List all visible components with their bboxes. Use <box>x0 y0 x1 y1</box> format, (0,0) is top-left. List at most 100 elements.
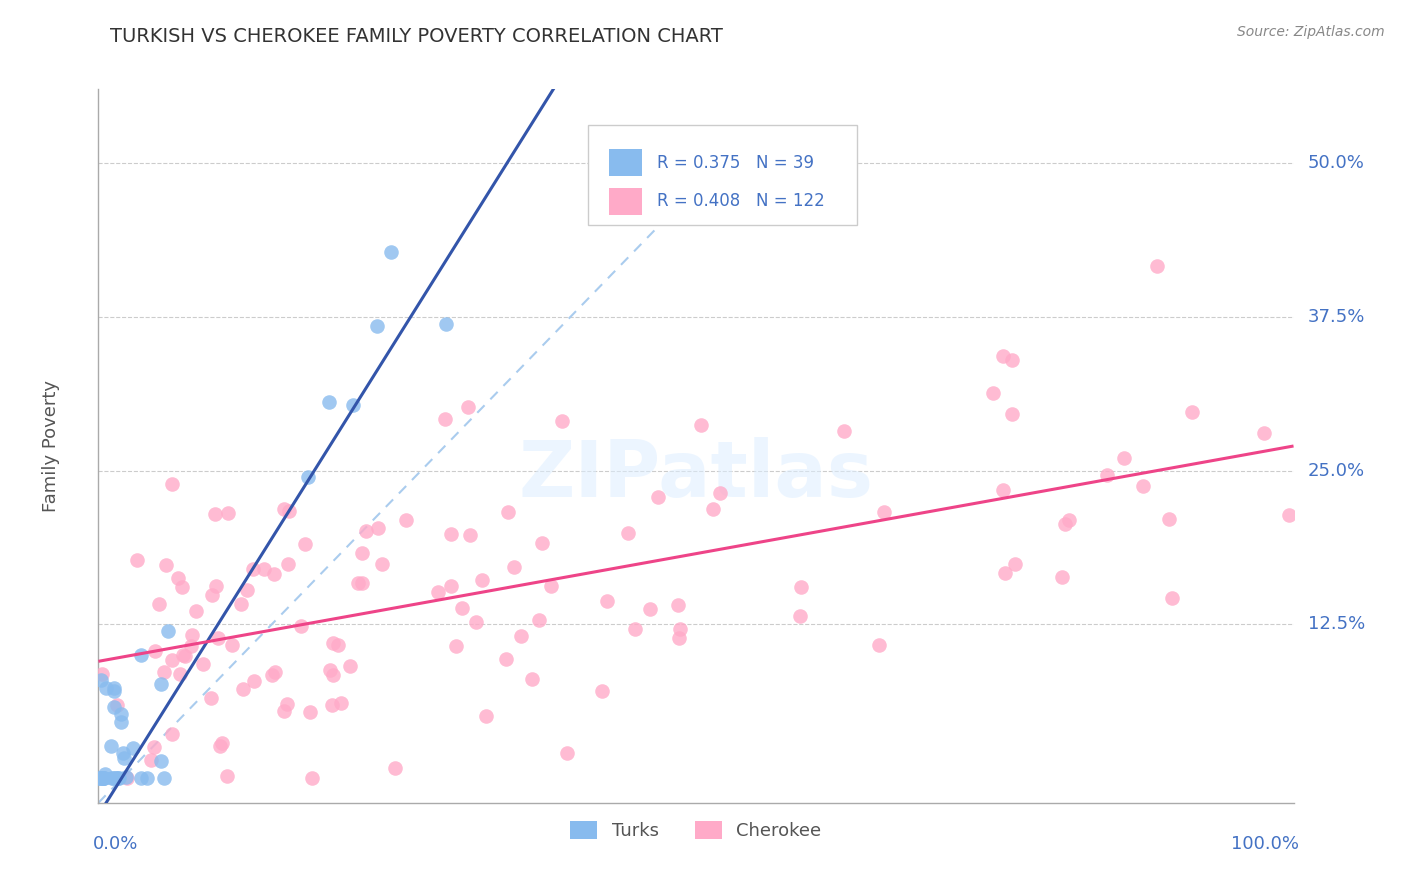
Point <box>380 245 402 260</box>
Point <box>105 771 128 785</box>
Point <box>107 698 129 712</box>
Point <box>108 771 131 785</box>
Point <box>1114 450 1136 465</box>
Point <box>243 674 266 689</box>
Point <box>180 639 202 653</box>
Point <box>510 629 533 643</box>
Point <box>236 582 259 597</box>
Point <box>89 771 111 785</box>
Point <box>200 690 222 705</box>
Point <box>440 578 463 592</box>
Text: N = 39: N = 39 <box>756 153 814 171</box>
Point <box>298 706 321 720</box>
Point <box>329 696 352 710</box>
Point <box>127 552 149 566</box>
Point <box>993 566 1015 581</box>
Text: 12.5%: 12.5% <box>1308 615 1365 633</box>
Point <box>160 477 183 491</box>
Point <box>103 681 125 695</box>
Point <box>450 601 472 615</box>
Point <box>350 546 373 560</box>
Point <box>666 599 689 613</box>
Point <box>318 395 340 409</box>
Point <box>1157 512 1180 526</box>
Point <box>93 771 115 785</box>
Point <box>100 739 122 753</box>
Point <box>204 508 226 522</box>
Point <box>129 771 152 785</box>
Point <box>555 747 578 761</box>
Point <box>1278 508 1301 522</box>
Point <box>444 639 467 653</box>
Point <box>690 418 713 433</box>
Point <box>496 505 519 519</box>
Point <box>527 613 550 627</box>
Text: 100.0%: 100.0% <box>1232 835 1299 853</box>
Point <box>264 665 287 679</box>
Point <box>458 528 481 542</box>
Point <box>217 768 239 782</box>
Point <box>1057 513 1080 527</box>
Point <box>122 740 145 755</box>
Point <box>143 740 166 755</box>
Point <box>991 483 1014 497</box>
Point <box>155 558 177 572</box>
Point <box>301 771 323 785</box>
Point <box>94 767 117 781</box>
Point <box>617 526 640 541</box>
Point <box>624 622 647 636</box>
Point <box>668 631 690 645</box>
Point <box>160 653 183 667</box>
Point <box>1052 569 1074 583</box>
Point <box>434 317 457 331</box>
Point <box>873 505 896 519</box>
Point <box>156 624 179 639</box>
Point <box>326 638 349 652</box>
Point <box>520 672 543 686</box>
Point <box>273 704 295 718</box>
Point <box>148 597 170 611</box>
Point <box>638 602 661 616</box>
Point <box>90 673 112 688</box>
Point <box>217 506 239 520</box>
Point <box>471 573 494 587</box>
Point <box>1000 408 1022 422</box>
Point <box>297 470 319 484</box>
Point <box>91 771 114 785</box>
Point <box>321 698 343 712</box>
Point <box>112 750 135 764</box>
Text: Family Poverty: Family Poverty <box>42 380 59 512</box>
Point <box>160 727 183 741</box>
Point <box>110 706 132 721</box>
Point <box>207 631 229 645</box>
Point <box>91 667 114 681</box>
Point <box>89 771 111 785</box>
Point <box>278 503 301 517</box>
Point <box>347 575 370 590</box>
Text: Source: ZipAtlas.com: Source: ZipAtlas.com <box>1237 25 1385 39</box>
Point <box>253 562 276 576</box>
Text: R = 0.408: R = 0.408 <box>657 193 740 211</box>
Point <box>475 709 498 723</box>
Point <box>169 666 191 681</box>
Point <box>669 622 692 636</box>
Point <box>1095 468 1118 483</box>
Point <box>1146 260 1168 274</box>
Text: TURKISH VS CHEROKEE FAMILY POVERTY CORRELATION CHART: TURKISH VS CHEROKEE FAMILY POVERTY CORRE… <box>111 28 723 46</box>
Point <box>105 771 128 785</box>
Point <box>136 771 159 785</box>
Point <box>111 746 134 760</box>
Point <box>322 668 344 682</box>
Point <box>115 771 138 785</box>
Point <box>354 524 377 538</box>
Point <box>1001 353 1024 368</box>
Point <box>457 400 479 414</box>
Point <box>495 652 517 666</box>
Point <box>129 648 152 662</box>
Point <box>1181 405 1204 419</box>
Point <box>1132 479 1154 493</box>
Point <box>591 684 613 698</box>
Point <box>184 604 207 618</box>
Point <box>434 412 457 426</box>
Point <box>229 598 252 612</box>
